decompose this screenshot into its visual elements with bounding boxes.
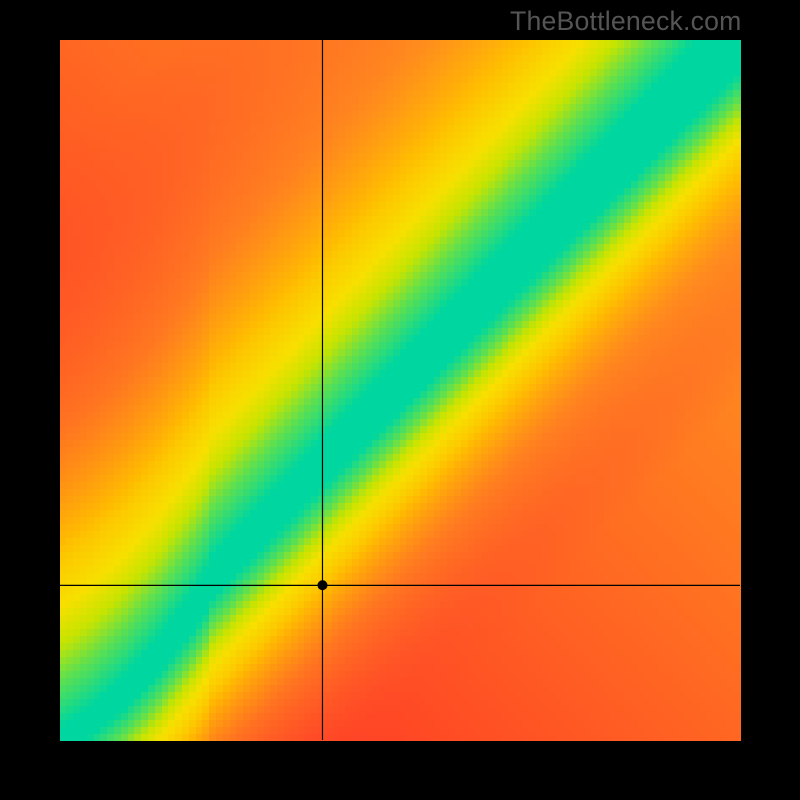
bottleneck-heatmap (0, 0, 800, 800)
watermark-text: TheBottleneck.com (510, 6, 742, 37)
chart-container: TheBottleneck.com (0, 0, 800, 800)
